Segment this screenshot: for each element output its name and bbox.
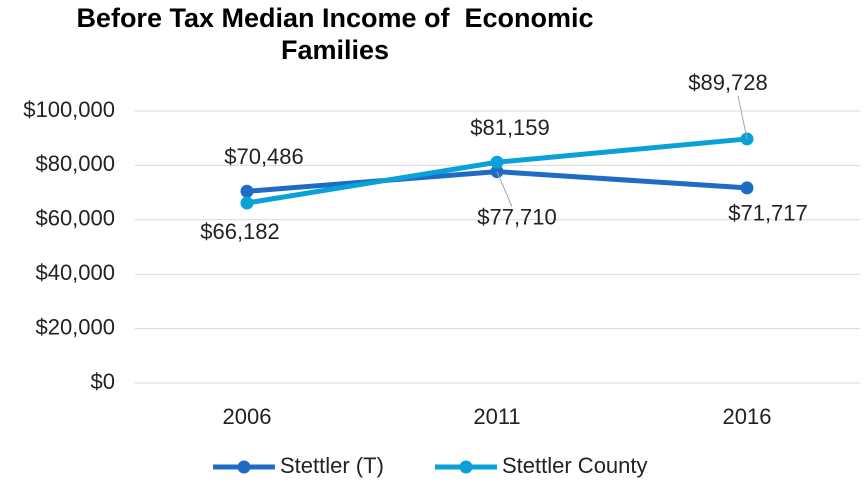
y-tick-label: $60,000: [35, 206, 115, 231]
data-point: [740, 181, 754, 195]
data-label: $77,710: [477, 204, 557, 229]
leader-line: [737, 95, 748, 140]
data-label: $71,717: [728, 201, 808, 226]
x-tick-label: 2006: [223, 404, 272, 429]
data-point: [240, 196, 254, 210]
chart-title: Before Tax Median Income of Economic Fam…: [76, 3, 602, 65]
y-tick-label: $40,000: [35, 260, 115, 285]
y-tick-label: $20,000: [35, 314, 115, 339]
legend-marker: [237, 460, 251, 474]
data-label: $66,182: [200, 219, 280, 244]
data-label: $81,159: [470, 115, 550, 140]
x-tick-label: 2016: [723, 404, 772, 429]
legend-marker: [459, 460, 473, 474]
y-tick-label: $80,000: [35, 151, 115, 176]
data-label: $89,728: [688, 70, 768, 95]
data-label: $70,486: [224, 144, 304, 169]
y-tick-label: $0: [91, 369, 115, 394]
data-point: [240, 184, 254, 198]
legend-label: Stettler (T): [280, 453, 384, 478]
x-tick-label: 2011: [473, 404, 520, 429]
leader-line: [496, 171, 513, 207]
data-point: [490, 155, 504, 169]
y-tick-label: $100,000: [23, 97, 115, 122]
legend-label: Stettler County: [502, 453, 648, 478]
